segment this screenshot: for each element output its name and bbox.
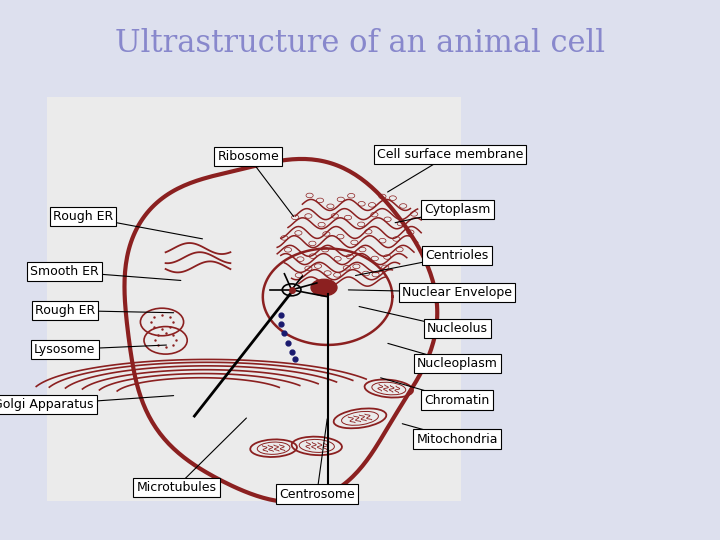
Text: Nucleoplasm: Nucleoplasm <box>417 357 498 370</box>
Text: Chromatin: Chromatin <box>425 394 490 407</box>
Text: Cytoplasm: Cytoplasm <box>424 203 490 216</box>
Text: Centrioles: Centrioles <box>426 249 489 262</box>
Text: Mitochondria: Mitochondria <box>416 433 498 446</box>
Text: Nucleolus: Nucleolus <box>427 322 487 335</box>
Circle shape <box>311 279 337 296</box>
Text: Golgi Apparatus: Golgi Apparatus <box>0 398 94 411</box>
Text: Ultrastructure of an animal cell: Ultrastructure of an animal cell <box>115 28 605 58</box>
Text: Nuclear Envelope: Nuclear Envelope <box>402 286 512 299</box>
Text: Rough ER: Rough ER <box>35 304 95 317</box>
Text: Rough ER: Rough ER <box>53 210 113 223</box>
FancyBboxPatch shape <box>47 97 461 501</box>
Text: Cell surface membrane: Cell surface membrane <box>377 148 523 161</box>
Text: Ribosome: Ribosome <box>217 150 279 163</box>
Text: Microtubules: Microtubules <box>136 481 217 494</box>
Text: Centrosome: Centrosome <box>279 488 355 501</box>
Text: Lysosome: Lysosome <box>34 343 96 356</box>
Text: Smooth ER: Smooth ER <box>30 265 99 278</box>
